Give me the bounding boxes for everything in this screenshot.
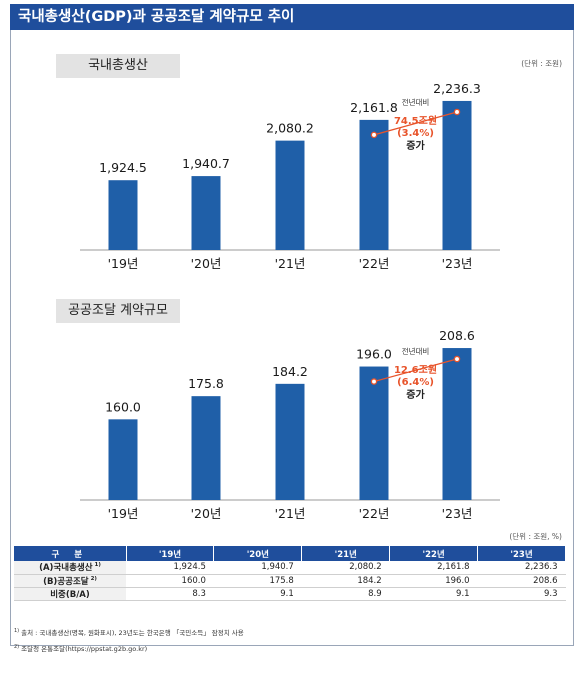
table-cell: 9.3	[477, 587, 566, 601]
change-marker-start	[370, 131, 378, 139]
footnotes: 1) 출처 : 국내총생산(명목, 원화표시), 23년도는 한국은행 「국민소득…	[14, 624, 244, 656]
value-label-4: 2,236.3	[433, 81, 481, 96]
gdp-bar-chart: 1,924.5 '19년 1,940.7 '20년 2,080.2 '21년 2,161.8…	[80, 81, 500, 271]
annotation-pct: (6.4%)	[397, 377, 434, 388]
footnote-2: 2) 조달청 온통조달(https://ppstat.g2b.go.kr)	[14, 640, 244, 656]
bar-2	[275, 383, 305, 500]
annotation-caption: 전년대비	[402, 97, 430, 107]
table-cell: 184.2	[301, 574, 390, 588]
change-line	[373, 111, 458, 136]
category-label-4: '23년	[442, 506, 473, 521]
category-label-3: '22년	[359, 506, 390, 521]
footnote-ref: 1)	[94, 562, 101, 569]
change-marker-end	[453, 108, 461, 116]
row-label-text: (B)공공조달	[43, 576, 89, 587]
table-cell: 8.9	[301, 587, 390, 601]
table-cell: 160.0	[126, 574, 214, 588]
table-cell: 175.8	[213, 574, 302, 588]
bar-3	[359, 366, 389, 500]
table-header-cell: '22년	[389, 546, 479, 561]
change-marker-start	[370, 378, 378, 385]
content-frame	[10, 30, 574, 646]
annotation-word: 증가	[406, 388, 425, 401]
table-cell: 9.1	[389, 587, 478, 601]
table-header-cell: '21년	[301, 546, 391, 561]
category-label-4: '23년	[442, 256, 473, 271]
category-label-2: '21년	[275, 256, 306, 271]
footnote-mark: 2)	[14, 644, 20, 651]
table-row-label: (A)국내총생산 1)	[14, 561, 126, 575]
table-row: (A)국내총생산 1) 1,924.5 1,940.7 2,080.2 2,161…	[14, 561, 566, 575]
annotation-caption: 전년대비	[402, 346, 430, 356]
annotation-word: 증가	[406, 139, 425, 152]
footnote-1: 1) 출처 : 국내총생산(명목, 원화표시), 23년도는 한국은행 「국민소득…	[14, 624, 244, 640]
table-header-cell: '20년	[213, 546, 303, 561]
table-row: 비중(B/A) 8.3 9.1 8.9 9.1 9.3	[14, 587, 566, 601]
category-label-0: '19년	[108, 506, 139, 521]
footnote-text: 조달청 온통조달(https://ppstat.g2b.go.kr)	[21, 645, 148, 654]
unit-label-table: (단위 : 조원, %)	[509, 532, 562, 541]
value-label-1: 1,940.7	[182, 156, 230, 171]
table-cell: 1,924.5	[126, 561, 214, 575]
chart-1-title: 국내총생산	[56, 54, 180, 78]
category-label-3: '22년	[359, 256, 390, 271]
bar-2	[275, 140, 305, 250]
table-header-row: 구 분 '19년 '20년 '21년 '22년 '23년	[14, 546, 566, 561]
value-label-1: 175.8	[188, 376, 224, 391]
bar-0	[108, 419, 138, 500]
table-cell: 1,940.7	[213, 561, 302, 575]
value-label-0: 1,924.5	[99, 160, 147, 175]
row-label-text: 비중(B/A)	[50, 589, 90, 600]
table-cell: 2,161.8	[389, 561, 478, 575]
table-row-label: (B)공공조달 2)	[14, 574, 126, 588]
table-cell: 9.1	[213, 587, 302, 601]
value-label-0: 160.0	[105, 399, 141, 414]
footnote-mark: 1)	[14, 628, 20, 634]
table-cell: 2,080.2	[301, 561, 390, 575]
table-cell: 8.3	[126, 587, 214, 601]
value-label-2: 184.2	[272, 364, 308, 379]
annotation-pct: (3.4%)	[397, 128, 434, 139]
table-header-cell: '23년	[477, 546, 566, 561]
bar-3	[359, 119, 389, 251]
unit-label-top: (단위 : 조원)	[521, 59, 562, 68]
category-label-1: '20년	[191, 256, 222, 271]
annotation-amount: 12.6조원	[394, 363, 437, 376]
row-label-text: (A)국내총생산	[39, 563, 93, 574]
value-label-3: 196.0	[356, 347, 392, 362]
category-label-1: '20년	[191, 506, 222, 521]
table-header-cell: '19년	[126, 546, 215, 561]
table-row-label: 비중(B/A)	[14, 587, 126, 601]
bar-0	[108, 180, 138, 250]
bar-4	[442, 348, 472, 500]
change-line	[373, 358, 458, 383]
footnote-ref: 2)	[90, 575, 97, 582]
table-header-cell: 구 분	[14, 546, 127, 561]
data-table: 구 분 '19년 '20년 '21년 '22년 '23년 (A)국내총생산 1) …	[14, 546, 566, 601]
table-cell: 196.0	[389, 574, 478, 588]
bar-4	[442, 100, 472, 251]
category-label-2: '21년	[275, 506, 306, 521]
value-label-4: 208.6	[439, 328, 475, 343]
table-cell: 208.6	[477, 574, 566, 588]
change-marker-end	[453, 355, 461, 363]
footnote-text: 출처 : 국내총생산(명목, 원화표시), 23년도는 한국은행 「국민소득」 …	[21, 629, 244, 638]
page-title: 국내총생산(GDP)과 공공조달 계약규모 추이	[10, 4, 574, 30]
category-label-0: '19년	[108, 256, 139, 271]
value-label-2: 2,080.2	[266, 121, 314, 136]
annotation-amount: 74.5조원	[394, 114, 437, 127]
table-cell: 2,236.3	[477, 561, 566, 575]
bar-1	[191, 176, 221, 250]
bar-1	[191, 396, 221, 500]
chart-2-title: 공공조달 계약규모	[56, 299, 180, 323]
value-label-3: 2,161.8	[350, 100, 398, 115]
table-row: (B)공공조달 2) 160.0 175.8 184.2 196.0 208.6	[14, 574, 566, 588]
procurement-bar-chart: 160.0 '19년 175.8 '20년 184.2 '21년 196.0 '22년 208.…	[80, 328, 500, 521]
